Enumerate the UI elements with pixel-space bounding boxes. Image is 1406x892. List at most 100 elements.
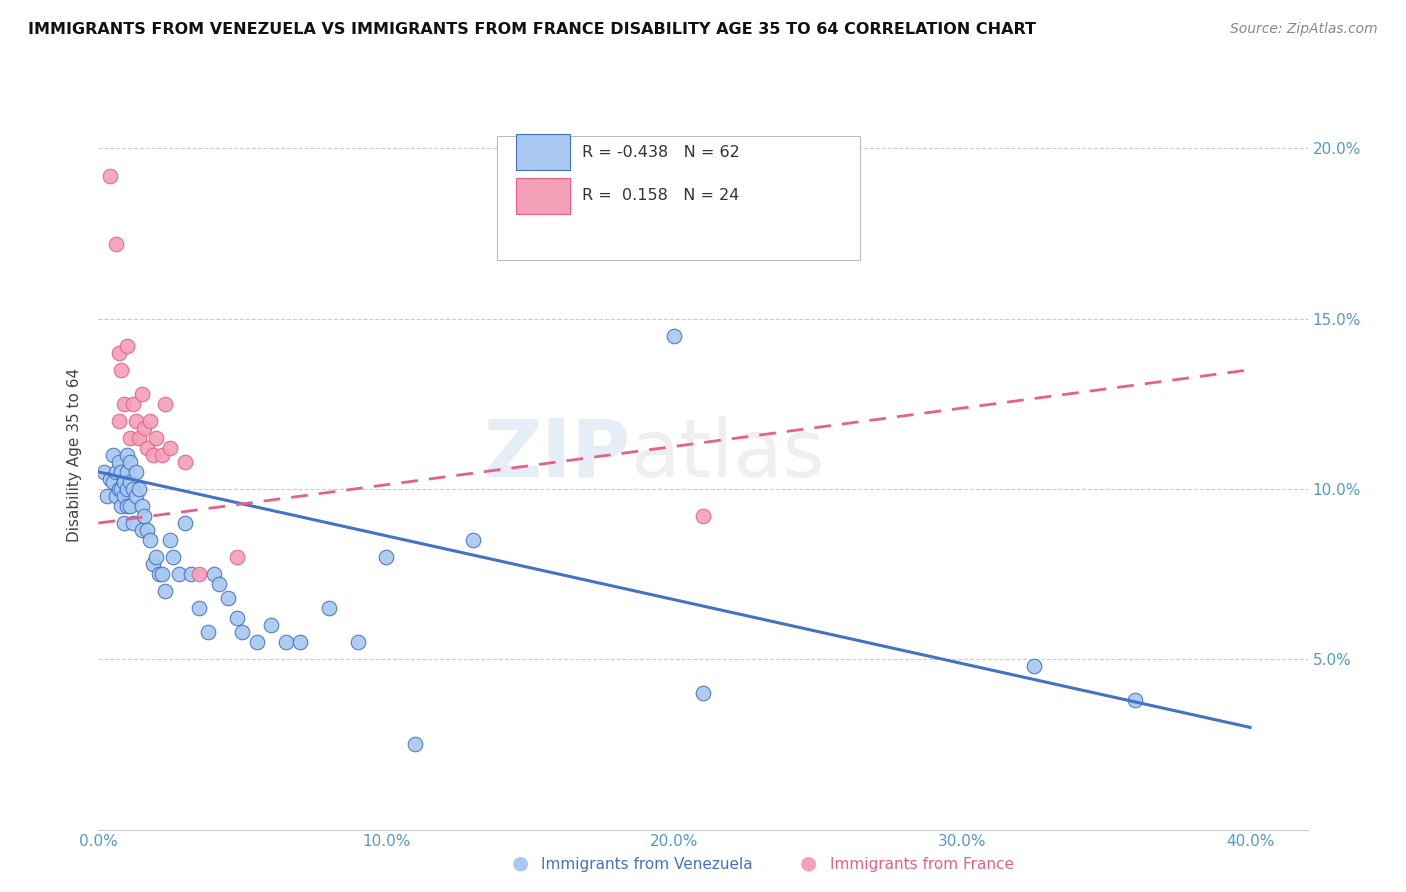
Y-axis label: Disability Age 35 to 64: Disability Age 35 to 64 [67,368,83,542]
Point [136,441,159,455]
Point [153,397,176,411]
Text: R =  0.158   N = 24: R = 0.158 N = 24 [582,188,740,203]
Point [104,236,127,251]
Point [692,686,714,700]
Point [142,448,165,462]
Point [120,499,142,513]
Point [188,567,211,582]
Point [122,397,145,411]
Point [173,455,195,469]
Point [107,345,129,359]
Point [107,455,129,469]
Point [112,475,135,490]
Point [115,482,138,496]
Point [125,489,148,503]
Point [1123,693,1146,707]
FancyBboxPatch shape [516,178,569,214]
FancyBboxPatch shape [516,134,569,170]
Point [180,567,202,582]
Point [120,455,142,469]
FancyBboxPatch shape [498,136,860,260]
Point [139,414,162,428]
Point [692,509,714,524]
Point [148,567,170,582]
Point [134,420,156,434]
Point [145,431,167,445]
Point [115,339,138,353]
Point [150,448,173,462]
Text: ●: ● [512,854,529,872]
Point [131,499,153,513]
Point [98,472,121,486]
Point [120,475,142,490]
Point [274,635,297,649]
Point [107,482,129,496]
Text: Immigrants from Venezuela: Immigrants from Venezuela [541,857,754,872]
Point [115,448,138,462]
Point [96,489,118,503]
Point [288,635,311,649]
Point [110,482,132,496]
Text: R = -0.438   N = 62: R = -0.438 N = 62 [582,145,740,160]
Point [128,482,150,496]
Point [101,475,124,490]
Point [125,465,148,479]
Point [202,567,225,582]
Point [104,465,127,479]
Point [112,516,135,530]
Point [162,550,184,565]
Point [110,363,132,377]
Point [122,482,145,496]
Point [110,465,132,479]
Point [664,328,686,343]
Point [107,414,129,428]
Point [110,499,132,513]
Text: ●: ● [800,854,817,872]
Text: ZIP: ZIP [484,416,630,494]
Point [115,499,138,513]
Point [225,611,247,625]
Point [159,533,181,547]
Point [208,577,231,591]
Point [318,601,340,615]
Point [142,557,165,571]
Point [98,169,121,183]
Point [150,567,173,582]
Point [260,618,283,632]
Text: Source: ZipAtlas.com: Source: ZipAtlas.com [1230,22,1378,37]
Point [404,738,426,752]
Text: atlas: atlas [630,416,825,494]
Point [104,489,127,503]
Point [1022,659,1045,673]
Point [188,601,211,615]
Point [225,550,247,565]
Point [125,414,148,428]
Point [115,465,138,479]
Text: IMMIGRANTS FROM VENEZUELA VS IMMIGRANTS FROM FRANCE DISABILITY AGE 35 TO 64 CORR: IMMIGRANTS FROM VENEZUELA VS IMMIGRANTS … [28,22,1036,37]
Point [112,489,135,503]
Point [93,465,115,479]
Point [346,635,368,649]
Point [153,584,176,599]
Point [131,386,153,401]
Point [217,591,239,605]
Point [173,516,195,530]
Text: Immigrants from France: Immigrants from France [830,857,1014,872]
Point [120,431,142,445]
Point [128,431,150,445]
Point [134,509,156,524]
Point [159,441,181,455]
Point [122,516,145,530]
Point [131,523,153,537]
Point [461,533,484,547]
Point [145,550,167,565]
Point [246,635,269,649]
Point [101,448,124,462]
Point [231,625,253,640]
Point [167,567,190,582]
Point [112,397,135,411]
Point [136,523,159,537]
Point [375,550,398,565]
Point [139,533,162,547]
Point [197,625,219,640]
